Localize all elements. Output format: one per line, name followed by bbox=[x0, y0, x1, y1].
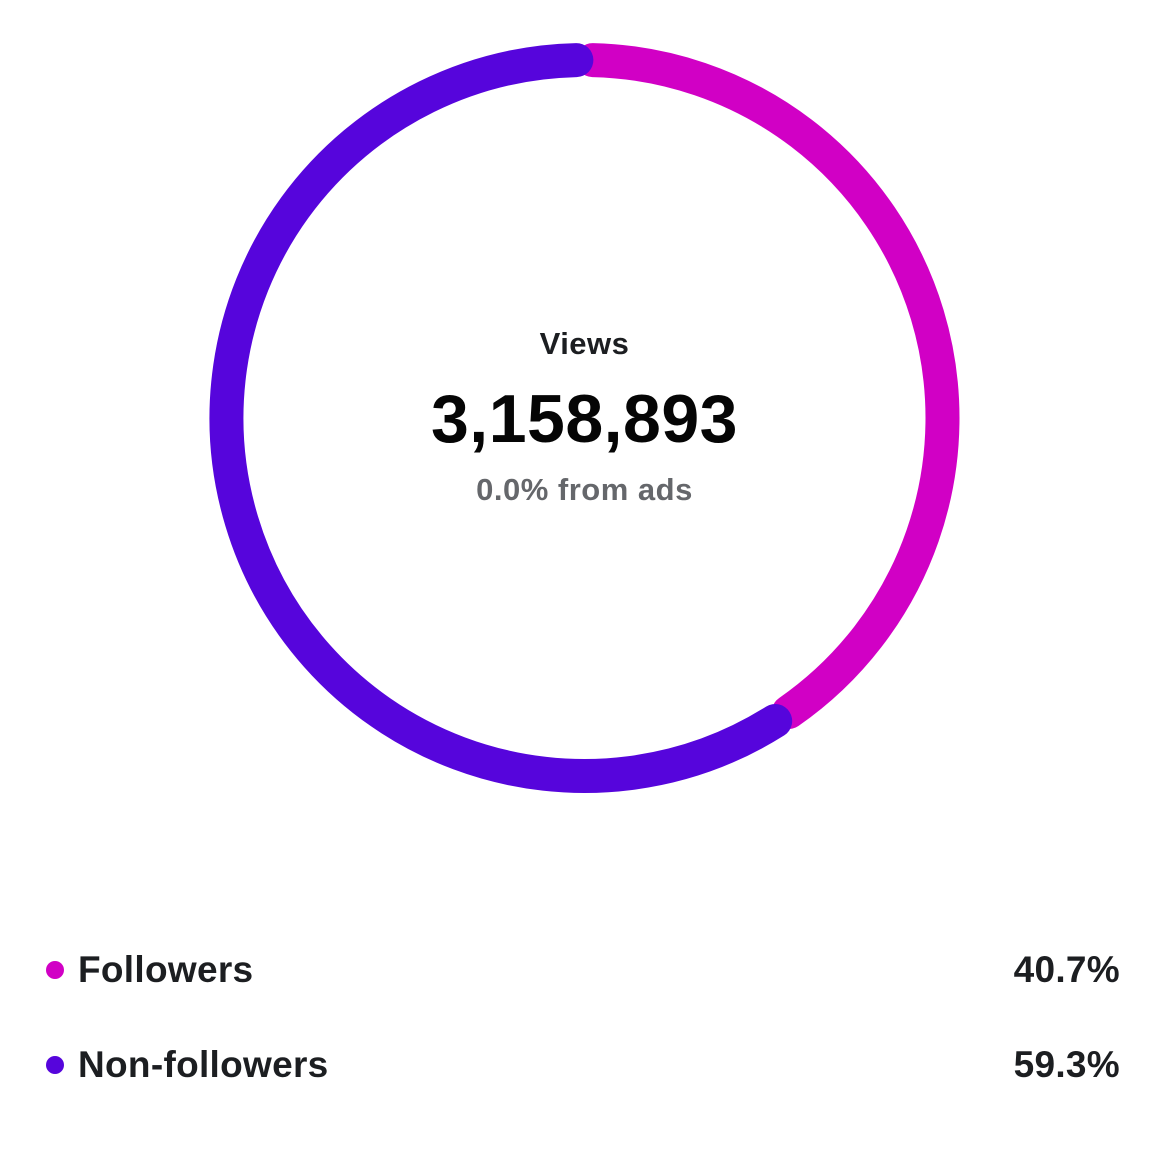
legend-dot-followers bbox=[46, 961, 64, 979]
legend-item-non-followers: Non-followers 59.3% bbox=[46, 1040, 1120, 1090]
legend-value: 59.3% bbox=[1013, 1044, 1120, 1085]
donut-chart bbox=[209, 43, 960, 793]
legend-item-followers: Followers 40.7% bbox=[46, 945, 1120, 995]
donut-segment-non-followers bbox=[209, 43, 793, 793]
legend-label: Non-followers bbox=[78, 1044, 329, 1085]
views-total: 3,158,893 bbox=[430, 381, 738, 457]
donut-segment-followers bbox=[575, 43, 960, 730]
ads-share: 0.0% from ads bbox=[476, 472, 693, 507]
legend-dot-non-followers bbox=[46, 1056, 64, 1074]
legend-label: Followers bbox=[78, 949, 254, 990]
center-title: Views bbox=[539, 326, 630, 361]
legend-value: 40.7% bbox=[1013, 949, 1120, 990]
